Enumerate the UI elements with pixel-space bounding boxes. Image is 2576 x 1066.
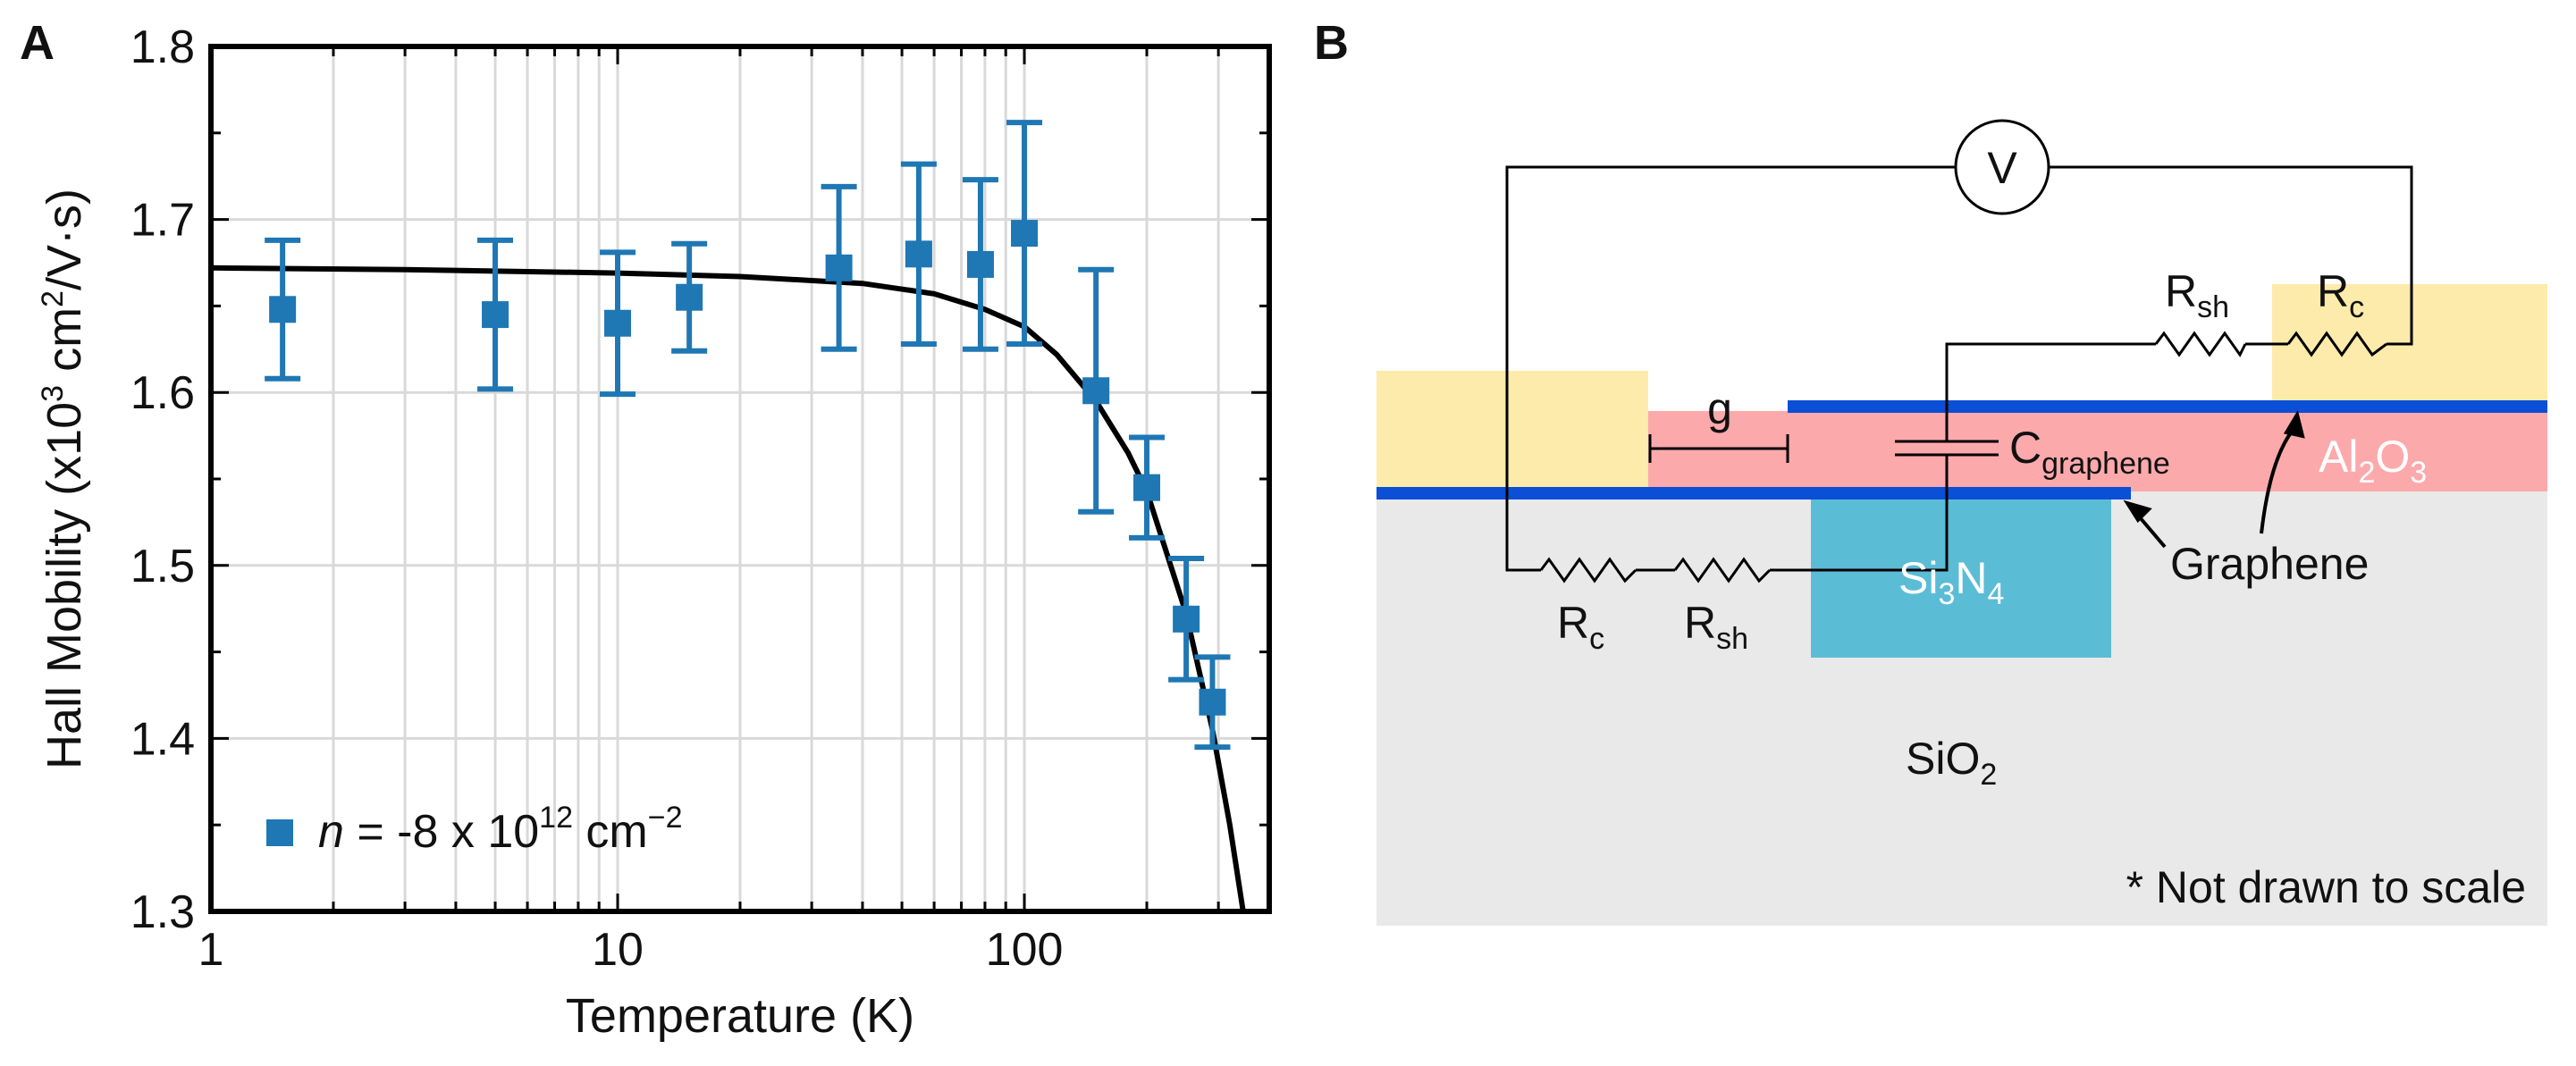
data-point — [825, 254, 853, 281]
data-point — [1082, 377, 1110, 405]
x-axis-title: Temperature (K) — [566, 989, 914, 1043]
capacitor-label: Cgraphene — [2009, 423, 2170, 481]
data-point — [1173, 605, 1200, 633]
si3n4-label: Si3N4 — [1898, 553, 2004, 611]
mobility-chart: 1 10 100 1.3 1.4 1.5 1.6 1.7 1.8 Temperature (K… — [36, 21, 1272, 1043]
arrows — [2123, 409, 2305, 549]
panel-label-b: B — [1314, 16, 1349, 70]
y-tick-label: 1.7 — [130, 195, 195, 247]
resistors — [1539, 331, 2387, 583]
rc-bottom-label: Rc — [1557, 598, 1604, 656]
al2o3-arrow-head — [2283, 409, 2305, 439]
y-tick-label: 1.6 — [130, 367, 195, 419]
scale-note: * Not drawn to scale — [2126, 862, 2526, 912]
data-point — [905, 240, 932, 268]
graphene-label: Graphene — [2170, 539, 2369, 589]
y-tick-label: 1.3 — [130, 886, 195, 938]
top-graphene — [1788, 400, 2547, 413]
data-point — [1133, 474, 1161, 501]
al2o3-label: Al2O3 — [2319, 432, 2427, 490]
device-diagram: V Rsh Rc g Cgraphene Al2O3 Graphene Rc R… — [1376, 119, 2547, 926]
data-point — [1199, 688, 1226, 716]
si3n4-block — [1811, 494, 2111, 658]
rc-top-label: Rc — [2317, 266, 2364, 324]
legend-label: n = -8 x 1012 cm−2 — [318, 801, 683, 858]
x-tick-label: 10 — [592, 924, 644, 976]
left-contact — [1376, 371, 1648, 487]
data-point — [676, 283, 703, 311]
data-point — [604, 309, 632, 337]
rsh-bottom-resistor — [1673, 557, 1772, 583]
rsh-bottom-label: Rsh — [1684, 598, 1748, 656]
fit-curve — [210, 264, 1246, 912]
data-point — [966, 250, 994, 278]
y-tick-label: 1.5 — [130, 541, 195, 592]
fit-line — [210, 264, 1246, 912]
al2o3-layer — [1648, 411, 2547, 491]
rc-bottom-resistor — [1539, 557, 1637, 583]
graphene-arrow-head — [2123, 499, 2152, 524]
x-tick-label: 1 — [198, 924, 224, 976]
data-points — [265, 120, 1231, 751]
rc-top-resistor — [2286, 331, 2387, 357]
voltmeter-icon — [1954, 119, 2050, 215]
data-point — [1011, 220, 1039, 248]
plot-frame — [208, 44, 1272, 914]
rsh-top-resistor — [2154, 331, 2247, 357]
data-point — [482, 301, 509, 329]
voltmeter-label: V — [1987, 143, 2017, 193]
circuit-wires — [1505, 165, 2413, 572]
y-axis-title: Hall Mobility (x103 cm2/V·s) — [36, 189, 91, 769]
x-tick-labels: 1 10 100 — [198, 924, 1064, 976]
sio2-label: SiO2 — [1906, 734, 1997, 792]
y-tick-labels: 1.3 1.4 1.5 1.6 1.7 1.8 — [130, 21, 195, 938]
rsh-top-label: Rsh — [2165, 266, 2229, 324]
y-tick-label: 1.4 — [130, 713, 195, 765]
legend-marker — [266, 819, 293, 846]
legend: n = -8 x 1012 cm−2 — [266, 801, 683, 858]
gap-label: g — [1707, 383, 1732, 433]
x-tick-label: 100 — [986, 924, 1064, 976]
panel-label-a: A — [20, 16, 55, 70]
y-tick-label: 1.8 — [130, 21, 195, 73]
bottom-graphene — [1376, 487, 2131, 499]
grid — [209, 45, 1271, 913]
data-point — [269, 296, 297, 323]
